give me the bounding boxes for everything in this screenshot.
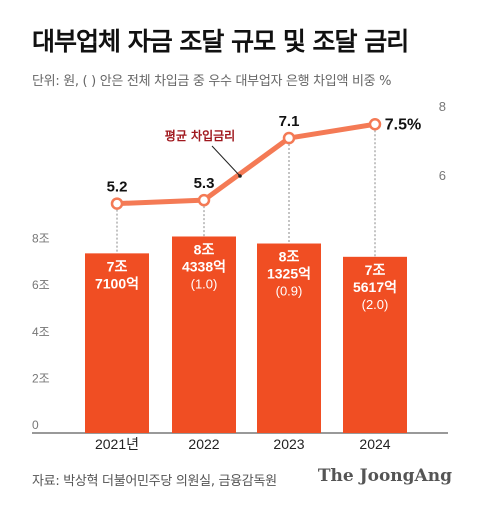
- bar-value-label: 8조: [194, 241, 215, 257]
- x-tick-label: 2023: [273, 436, 304, 452]
- line-point: [110, 197, 124, 210]
- bar-axis-tick-label: 6조: [32, 278, 50, 292]
- line-point: [368, 118, 382, 131]
- bar: [257, 243, 321, 433]
- bar: [85, 253, 149, 433]
- annotation-leader: [211, 145, 241, 177]
- source-note: 자료: 박상혁 더불어민주당 의원실, 금융감독원: [32, 474, 277, 489]
- line-axis-tick-label: 6: [439, 168, 446, 183]
- bar-value-label: 4338억: [182, 258, 226, 274]
- line-value-label: 5.3: [194, 175, 215, 192]
- line-axis-tick-label: 8: [439, 99, 446, 114]
- line-point: [197, 193, 211, 207]
- line-value-label: 5.2: [107, 179, 128, 196]
- bar-axis-tick-label: 2조: [32, 371, 50, 385]
- chart-subtitle: 단위: 원, ( ) 안은 전체 차입금 중 우수 대부업자 은행 차입액 비중…: [32, 74, 392, 89]
- bar-value-label: 8조: [279, 249, 300, 265]
- line-value-label: 7.1: [279, 113, 300, 130]
- bar-value-label: (1.0): [191, 276, 218, 291]
- bar-value-label: 7조: [365, 262, 386, 278]
- annotation-leader-dot: [238, 174, 242, 178]
- line-point: [282, 131, 296, 145]
- x-tick-label: 2022: [188, 436, 219, 452]
- line-series: [116, 121, 376, 207]
- bar: [343, 256, 407, 433]
- bar-value-label: 7100억: [95, 275, 139, 291]
- bar-value-label: 5617억: [353, 279, 397, 295]
- bar-value-label: 1325억: [267, 266, 311, 282]
- bar-value-label: (2.0): [362, 297, 389, 312]
- line-series-annotation: 평균 차입금리: [165, 128, 235, 143]
- bar-axis-tick-label: 8조: [32, 232, 50, 246]
- bar-axis-tick-label: 4조: [32, 325, 50, 339]
- bar: [172, 236, 236, 433]
- x-tick-label: 2024: [359, 436, 390, 452]
- x-tick-label: 2021년: [95, 436, 139, 452]
- publisher-logo: The JoongAng: [317, 466, 452, 486]
- line-value-label: 7.5%: [385, 116, 421, 133]
- bar-value-label: (0.9): [276, 284, 303, 299]
- bar-value-label: 7조: [107, 258, 128, 274]
- chart-title: 대부업체 자금 조달 규모 및 조달 금리: [32, 27, 409, 56]
- bar-axis-tick-label: 0: [32, 418, 39, 432]
